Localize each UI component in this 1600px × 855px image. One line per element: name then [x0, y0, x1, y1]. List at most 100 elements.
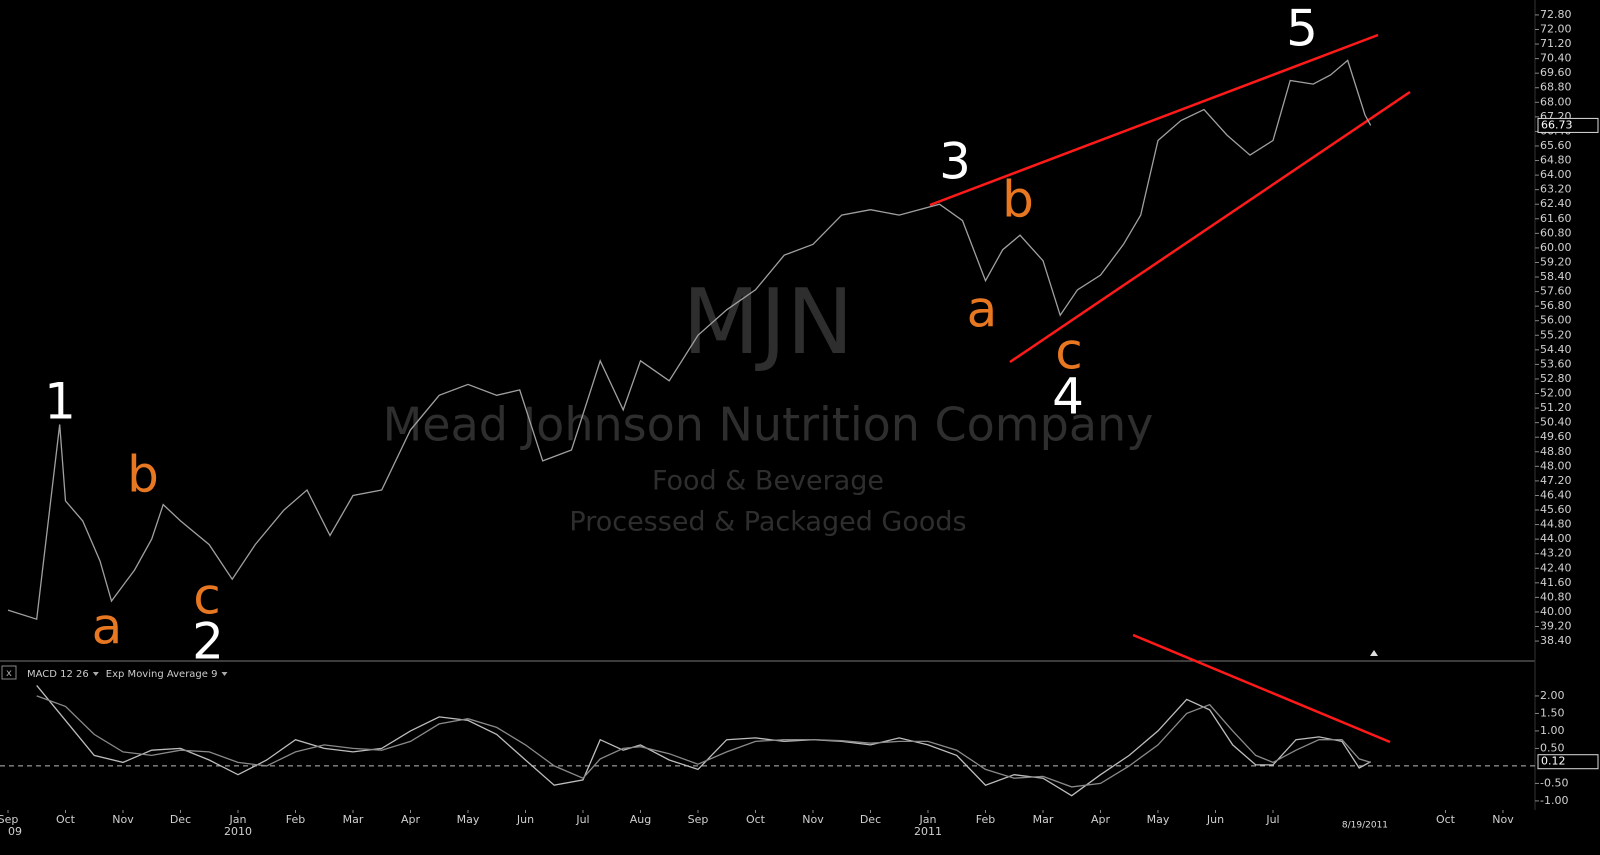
trendlines: [929, 33, 1411, 744]
macd-line: [36, 684, 1372, 797]
y-tick-label: 48.00: [1540, 459, 1572, 472]
year-label: 2010: [224, 825, 252, 838]
x-tick-label: Aug: [630, 813, 651, 826]
y-tick-label: 68.80: [1540, 81, 1572, 94]
x-tick-label: Oct: [56, 813, 76, 826]
y-tick-label: 0.50: [1540, 741, 1565, 754]
x-tick-label: Nov: [802, 813, 824, 826]
y-tick-label: 48.80: [1540, 445, 1572, 458]
y-tick-label: 64.80: [1540, 154, 1572, 167]
y-tick-label: 59.20: [1540, 255, 1572, 268]
y-tick-label: 62.40: [1540, 197, 1572, 210]
y-tick-label: 50.40: [1540, 416, 1572, 429]
y-tick-label: 47.20: [1540, 474, 1572, 487]
x-tick-label: Mar: [1033, 813, 1054, 826]
date-marker: 8/19/2011: [1342, 821, 1388, 831]
y-tick-label: 38.40: [1540, 634, 1572, 647]
wave-label: 1: [44, 373, 76, 431]
upper-trendline: [929, 33, 1379, 207]
y-tick-label: 53.60: [1540, 357, 1572, 370]
y-tick-label: 52.80: [1540, 372, 1572, 385]
legend-label: MACD 12 26: [27, 669, 89, 680]
y-tick-label: 56.00: [1540, 314, 1572, 327]
wave-label: c: [1055, 323, 1083, 381]
last-value-label: 0.12: [1541, 755, 1566, 768]
y-tick-label: 44.80: [1540, 518, 1572, 531]
x-tick-label: Apr: [1091, 813, 1111, 826]
wave-label: b: [127, 446, 159, 504]
y-tick-label: 42.40: [1540, 561, 1572, 574]
x-tick-label: May: [1147, 813, 1170, 826]
wave-label: 5: [1286, 0, 1318, 58]
x-tick-label: Feb: [286, 813, 305, 826]
x-tick-label: Sep: [688, 813, 709, 826]
x-tick-label: Jul: [575, 813, 589, 826]
y-tick-label: 1.00: [1540, 724, 1565, 737]
x-tick-label: Jul: [1265, 813, 1279, 826]
y-tick-label: 39.20: [1540, 620, 1572, 633]
x-tick-label: Jan: [229, 813, 247, 826]
y-tick-label: 54.40: [1540, 343, 1572, 356]
y-tick-label: 40.00: [1540, 605, 1572, 618]
last-value-label: 66.73: [1541, 118, 1573, 131]
legend-label: Exp Moving Average 9: [106, 669, 218, 680]
y-tick-label: 60.00: [1540, 241, 1572, 254]
y-tick-label: 40.80: [1540, 590, 1572, 603]
x-tick-label: Apr: [401, 813, 421, 826]
y-tick-label: 45.60: [1540, 503, 1572, 516]
watermark-industry: Processed & Packaged Goods: [569, 507, 966, 538]
last-value-box: [1537, 754, 1599, 770]
y-tick-label: 69.60: [1540, 66, 1572, 79]
y-tick-label: 46.40: [1540, 488, 1572, 501]
x-tick-label: Oct: [1436, 813, 1456, 826]
macd-divergence-line: [1132, 633, 1391, 744]
wave-label: c: [193, 568, 221, 626]
y-tick-label: 72.00: [1540, 22, 1572, 35]
year-label: 09: [8, 825, 22, 838]
close-button[interactable]: [1, 665, 17, 680]
macd-line: [36, 695, 1371, 788]
y-tick-label: 72.80: [1540, 8, 1572, 21]
wave-label: 4: [1052, 368, 1084, 426]
wave-label: a: [967, 281, 998, 339]
y-tick-label: 44.00: [1540, 532, 1572, 545]
x-tick-label: Sep: [0, 813, 18, 826]
x-tick-label: Dec: [860, 813, 881, 826]
x-tick-label: Oct: [746, 813, 766, 826]
x-tick-label: Jun: [1206, 813, 1224, 826]
y-tick-label: 51.20: [1540, 401, 1572, 414]
y-tick-label: 56.80: [1540, 299, 1572, 312]
watermark-ticker: MJN: [682, 270, 854, 375]
y-tick-label: 49.60: [1540, 430, 1572, 443]
y-tick-label: 2.00: [1540, 689, 1565, 702]
y-tick-label: 41.60: [1540, 576, 1572, 589]
lower-trendline: [1009, 90, 1411, 364]
wave-label: 3: [939, 133, 971, 191]
x-tick-label: Nov: [112, 813, 134, 826]
y-tick-label: 55.20: [1540, 328, 1572, 341]
x-tick-label: Dec: [170, 813, 191, 826]
last-value-box: [1537, 117, 1599, 133]
y-tick-label: 70.40: [1540, 52, 1572, 65]
y-tick-label: 61.60: [1540, 212, 1572, 225]
marker-icon: [1370, 650, 1378, 656]
y-tick-label: 71.20: [1540, 37, 1572, 50]
y-tick-label: 60.80: [1540, 226, 1572, 239]
wave-label: b: [1002, 171, 1034, 229]
y-tick-label: 68.00: [1540, 95, 1572, 108]
wave-label: 2: [192, 613, 224, 671]
y-tick-label: -0.50: [1540, 776, 1568, 789]
close-icon: x: [6, 668, 12, 679]
x-tick-label: Nov: [1492, 813, 1514, 826]
wave-label: a: [92, 598, 123, 656]
legend-dropdown: [92, 672, 99, 676]
y-tick-label: 64.00: [1540, 168, 1572, 181]
x-tick-label: Jun: [516, 813, 534, 826]
legend-dropdown: [221, 672, 228, 676]
y-tick-label: 1.50: [1540, 706, 1565, 719]
x-tick-label: Jan: [918, 813, 936, 826]
x-tick-label: May: [457, 813, 480, 826]
y-tick-label: 58.40: [1540, 270, 1572, 283]
